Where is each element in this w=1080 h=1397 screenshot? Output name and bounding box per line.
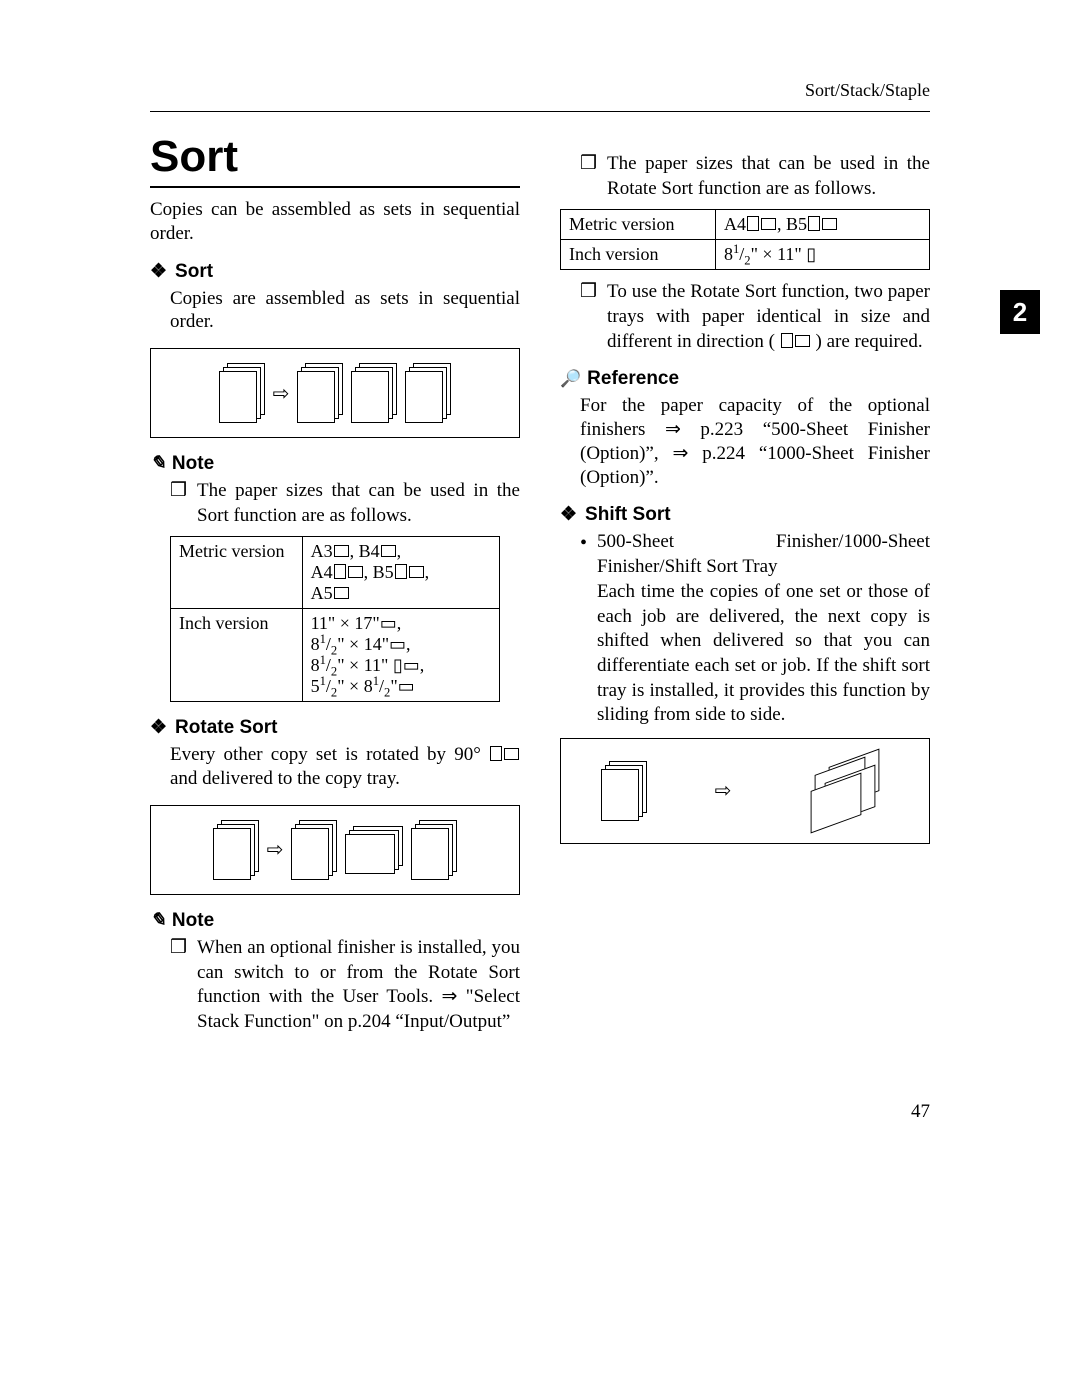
t: 500-Sheet Finisher/1000-Sheet Finisher/S… <box>597 531 930 577</box>
orient-l-icon <box>761 218 776 230</box>
orient-p-icon <box>747 216 759 231</box>
table-cell: A4, B5 <box>715 210 929 240</box>
orient-p-icon <box>395 564 407 579</box>
right-bullet-2: To use the Rotate Sort function, two pap… <box>580 280 930 354</box>
orient-l-icon <box>409 566 424 578</box>
figure-rotate <box>150 805 520 895</box>
t: Each time the copies of one set or those… <box>597 581 930 725</box>
orient-l-icon <box>795 335 810 347</box>
shift-bullet: 500-Sheet Finisher/1000-Sheet Finisher/S… <box>580 530 930 728</box>
page-number: 47 <box>911 1101 930 1123</box>
t: To use the Rotate Sort function, two pap… <box>607 280 930 354</box>
left-column: Sort Copies can be assembled as sets in … <box>150 132 520 1043</box>
orient-p-icon <box>781 333 793 348</box>
rotate-desc: Every other copy set is rotated by 90° a… <box>170 743 520 791</box>
arrow-icon <box>267 837 284 862</box>
orient-p-icon <box>334 564 346 579</box>
table-cell: 81/2" × 11" ▯ <box>715 240 929 270</box>
t: " × 11" ▯ <box>751 244 817 264</box>
columns: Sort Copies can be assembled as sets in … <box>150 132 930 1043</box>
page: Sort/Stack/Staple 2 Sort Copies can be a… <box>150 80 930 1043</box>
orient-l-icon <box>334 545 349 557</box>
header-section: Sort/Stack/Staple <box>150 80 930 101</box>
t: " × 11" ▯▭, <box>337 655 424 675</box>
right-bullet-1: The paper sizes that can be used in the … <box>580 152 930 201</box>
t: 8 <box>311 655 320 675</box>
arrow-icon <box>715 778 732 803</box>
stack-icon <box>213 820 259 880</box>
figure-shift <box>560 738 930 844</box>
table-cell: Metric version <box>171 537 303 609</box>
orient-p-icon <box>490 746 502 761</box>
table-cell: 11" × 17"▭, 81/2" × 14"▭, 81/2" × 11" ▯▭… <box>302 609 499 702</box>
orient-l-icon <box>334 587 349 599</box>
stack-icon <box>601 761 647 821</box>
table-cell: Metric version <box>561 210 716 240</box>
stack-icon <box>351 363 397 423</box>
note1-bullet: The paper sizes that can be used in the … <box>170 479 520 528</box>
stack-icon <box>405 363 451 423</box>
t: "▭ <box>390 676 414 696</box>
reference-text: For the paper capacity of the optional f… <box>580 394 930 489</box>
t: 8 <box>724 244 733 264</box>
orient-l-icon <box>504 748 519 760</box>
stack-icon <box>291 820 337 880</box>
reference-head: Reference <box>560 368 930 390</box>
t: Every other copy set is rotated by 90° <box>170 744 489 765</box>
table-cell: Inch version <box>171 609 303 702</box>
orient-p-icon <box>808 216 820 231</box>
note-head-1: Note <box>150 452 520 475</box>
table-cell: Inch version <box>561 240 716 270</box>
note1-bullet-text: The paper sizes that can be used in the … <box>197 479 520 528</box>
shift-stack-icon <box>799 753 889 829</box>
t: " × 8 <box>337 676 373 696</box>
right-column: The paper sizes that can be used in the … <box>560 132 930 1043</box>
t: 5 <box>311 676 320 696</box>
arrow-icon <box>273 381 290 406</box>
table-cell: A3, B4, A4, B5, A5 <box>302 537 499 609</box>
stack-icon <box>411 820 457 880</box>
t: The paper sizes that can be used in the … <box>607 152 930 201</box>
table-rotate-sizes: Metric version A4, B5 Inch version 81/2"… <box>560 209 930 270</box>
note-head-2: Note <box>150 909 520 932</box>
sort-desc: Copies are assembled as sets in sequenti… <box>170 287 520 335</box>
orient-l-icon <box>348 566 363 578</box>
subhead-shift: Shift Sort <box>560 503 930 526</box>
stack-icon <box>297 363 343 423</box>
orient-l-icon <box>822 218 837 230</box>
stack-l-icon <box>345 826 403 874</box>
orient-l-icon <box>381 545 396 557</box>
t: ) are required. <box>811 331 923 352</box>
chapter-tab: 2 <box>1000 290 1040 334</box>
t: 500-Sheet Finisher/1000-Sheet Finisher/S… <box>597 530 930 728</box>
t: 8 <box>311 634 320 654</box>
subhead-sort: Sort <box>150 260 520 283</box>
t: 11" × 17"▭, <box>311 613 402 633</box>
figure-sort <box>150 348 520 438</box>
intro-text: Copies can be assembled as sets in seque… <box>150 198 520 246</box>
stack-icon <box>219 363 265 423</box>
header-rule <box>150 111 930 112</box>
note2-bullet-text: When an optional finisher is installed, … <box>197 936 520 1035</box>
t: and delivered to the copy tray. <box>170 768 400 789</box>
subhead-rotate: Rotate Sort <box>150 716 520 739</box>
h1-sort: Sort <box>150 132 520 188</box>
table-sort-sizes: Metric version A3, B4, A4, B5, A5 Inch v… <box>170 536 500 702</box>
note2-bullet: When an optional finisher is installed, … <box>170 936 520 1035</box>
t: " × 14"▭, <box>337 634 410 654</box>
